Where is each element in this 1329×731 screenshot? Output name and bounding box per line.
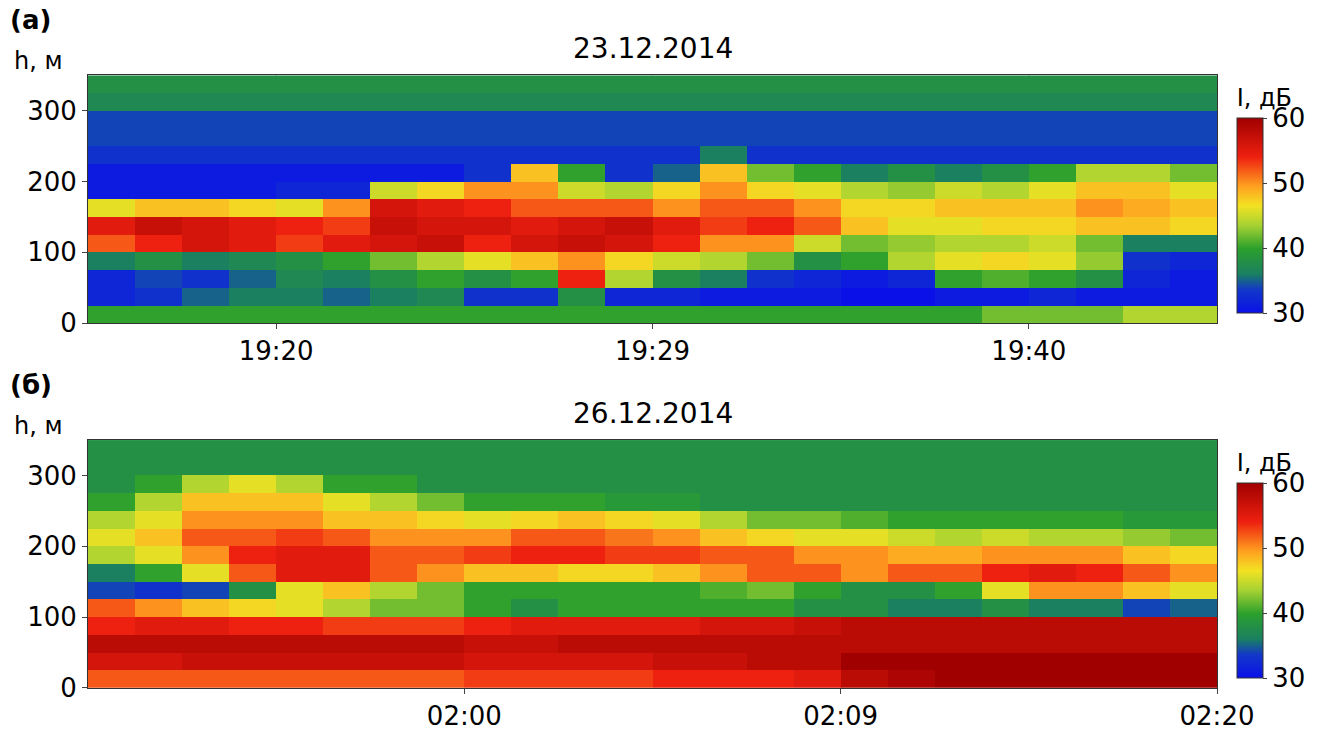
svg-text:02:00: 02:00: [427, 701, 502, 731]
svg-text:50: 50: [1272, 168, 1305, 198]
svg-text:200: 200: [27, 167, 77, 197]
svg-text:23.12.2014: 23.12.2014: [573, 32, 733, 65]
svg-text:(а): (а): [10, 5, 51, 35]
svg-text:300: 300: [27, 96, 77, 126]
svg-text:02:09: 02:09: [803, 701, 878, 731]
svg-text:0: 0: [60, 308, 77, 338]
svg-text:19:29: 19:29: [615, 336, 690, 366]
svg-text:h, м: h, м: [14, 412, 63, 440]
svg-text:02:20: 02:20: [1180, 701, 1255, 731]
svg-text:300: 300: [27, 461, 77, 491]
svg-text:h, м: h, м: [14, 47, 63, 75]
svg-text:30: 30: [1272, 298, 1305, 328]
svg-text:40: 40: [1272, 233, 1305, 263]
svg-text:19:20: 19:20: [239, 336, 314, 366]
svg-text:0: 0: [60, 673, 77, 703]
svg-text:26.12.2014: 26.12.2014: [573, 397, 733, 430]
svg-text:30: 30: [1272, 663, 1305, 693]
svg-text:(б): (б): [10, 370, 52, 400]
svg-text:50: 50: [1272, 533, 1305, 563]
svg-text:19:40: 19:40: [991, 336, 1066, 366]
svg-text:100: 100: [27, 602, 77, 632]
svg-text:40: 40: [1272, 598, 1305, 628]
svg-text:60: 60: [1272, 468, 1305, 498]
svg-text:100: 100: [27, 237, 77, 267]
svg-text:I, дБ: I, дБ: [1237, 84, 1292, 112]
svg-text:I, дБ: I, дБ: [1237, 449, 1292, 477]
svg-text:60: 60: [1272, 103, 1305, 133]
svg-text:200: 200: [27, 531, 77, 561]
